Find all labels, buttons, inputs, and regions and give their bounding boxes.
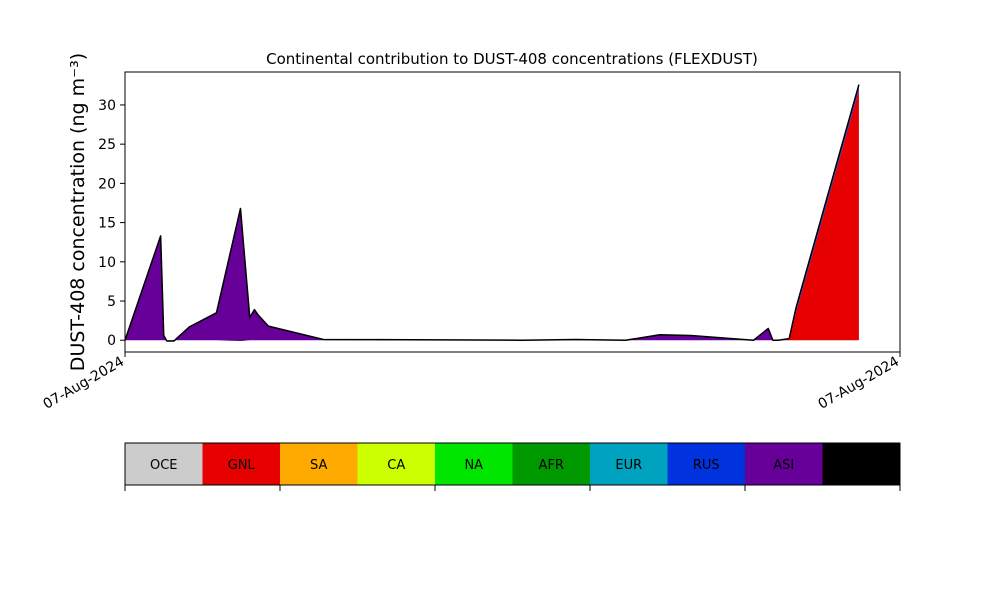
legend-label: GNL — [228, 458, 256, 473]
legend: OCE GNL SA CA NA AFR EUR RUS ASI AUS — [124, 442, 901, 491]
legend-label: AUS — [848, 458, 875, 473]
legend-label: ASI — [773, 458, 794, 473]
legend-label: NA — [464, 458, 483, 473]
y-tick-label: 20 — [98, 176, 116, 192]
y-tick-label: 0 — [107, 333, 116, 349]
legend-item-sa: SA — [280, 443, 358, 485]
x-axis — [124, 352, 901, 357]
legend-label: AFR — [539, 458, 564, 473]
area-asi — [125, 84, 859, 342]
y-tick-label: 5 — [107, 294, 116, 310]
legend-swatch — [280, 443, 358, 485]
legend-label: CA — [387, 458, 405, 473]
legend-swatch — [202, 443, 280, 485]
legend-swatch — [667, 443, 745, 485]
y-tick-label: 10 — [98, 255, 116, 271]
legend-item-aus: AUS — [822, 443, 900, 485]
chart-title: Continental contribution to DUST-408 con… — [266, 50, 758, 68]
legend-item-ca: CA — [357, 443, 435, 485]
legend-item-afr: AFR — [512, 443, 590, 485]
legend-swatch — [745, 443, 823, 485]
legend-item-oce: OCE — [125, 443, 203, 485]
legend-swatch — [512, 443, 590, 485]
y-axis: 0 5 10 15 20 25 30 — [98, 98, 125, 349]
legend-item-asi: ASI — [745, 443, 823, 485]
legend-swatch — [435, 443, 513, 485]
legend-frame — [124, 442, 901, 486]
legend-label: RUS — [693, 458, 720, 473]
x-tick-label-end: 07-Aug-2024 — [816, 354, 903, 413]
y-tick-label: 25 — [98, 137, 116, 153]
total-line — [124, 84, 860, 342]
legend-item-rus: RUS — [667, 443, 745, 485]
legend-label: EUR — [615, 458, 642, 473]
y-tick-label: 15 — [98, 216, 116, 232]
legend-item-na: NA — [435, 443, 513, 485]
legend-label: SA — [310, 458, 327, 473]
y-axis-label: DUST-408 concentration (ng m⁻³) — [67, 53, 89, 371]
plot-area — [124, 71, 901, 353]
legend-item-gnl: GNL — [202, 443, 280, 485]
legend-item-eur: EUR — [590, 443, 668, 485]
plot-frame — [124, 71, 901, 353]
legend-swatch — [590, 443, 668, 485]
legend-label: OCE — [150, 458, 178, 473]
legend-swatch — [822, 443, 900, 485]
legend-swatch — [357, 443, 435, 485]
legend-swatch — [125, 443, 203, 485]
y-tick-label: 30 — [98, 98, 116, 114]
